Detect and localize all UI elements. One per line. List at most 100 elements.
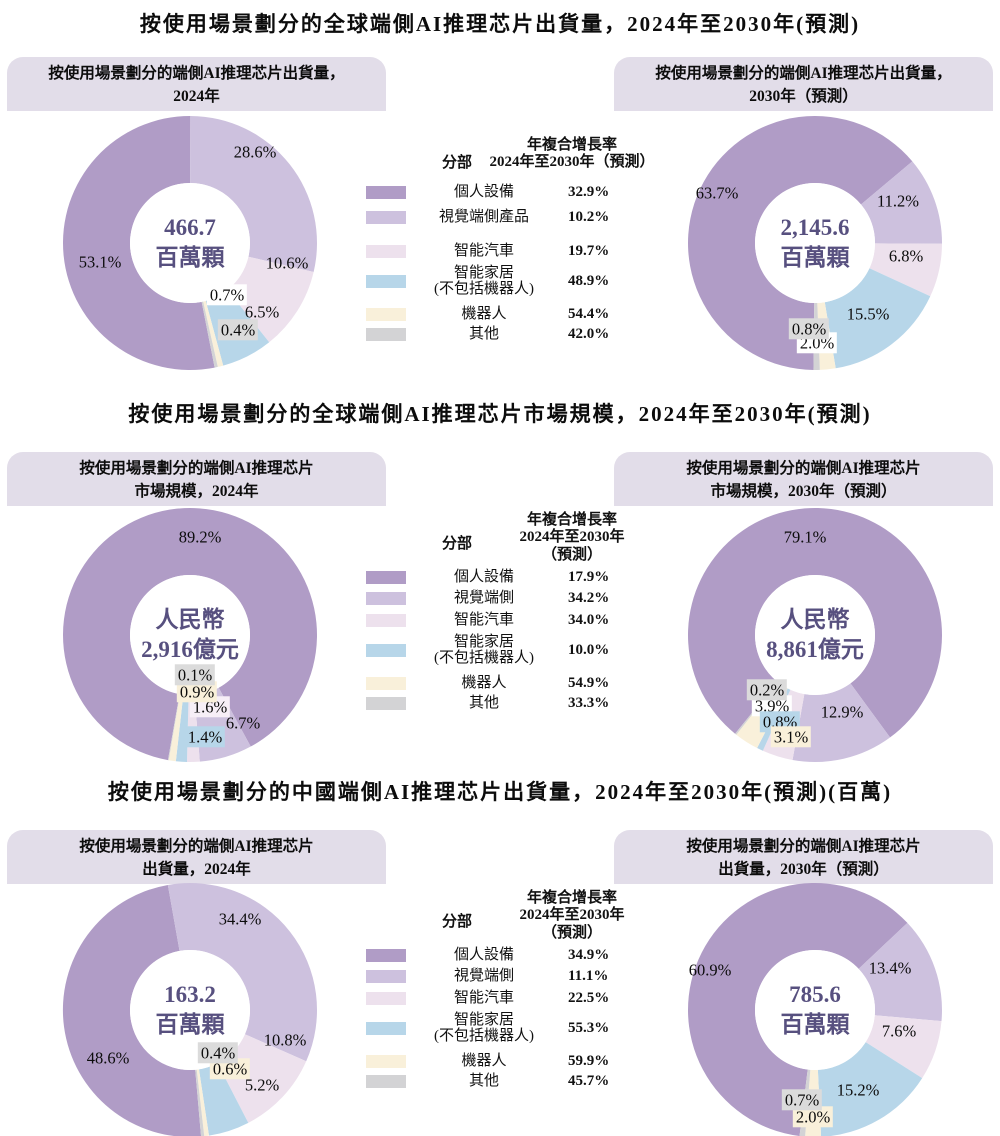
legend-header: 分部 年複合增長率 2024年至2030年 （預測） xyxy=(360,890,650,942)
legend-swatch-icon-smart-vehicles xyxy=(366,613,406,627)
legend-label: 個人設備 xyxy=(453,183,514,200)
legend-swatch-icon-robots xyxy=(366,1054,406,1068)
legend-segment-column-header: 分部 xyxy=(441,155,472,171)
pie-slice-others xyxy=(195,1069,205,1136)
legend-swatch-icon-personal-devices xyxy=(366,570,406,584)
legend-label: 機器人 xyxy=(461,305,507,322)
chart-header-r0-right: 按使用場景劃分的端側AI推理芯片出貨量， 2030年（預測） xyxy=(614,57,993,111)
legend-label: 其他 xyxy=(468,1072,499,1089)
legend-cagr-value: 59.9% xyxy=(568,1052,610,1069)
legend-item-smart-home: 智能家居 (不包括機器人) 10.0% xyxy=(360,633,650,667)
pie-slice-robots xyxy=(196,1069,209,1136)
donut-chart-r1-2024: 89.2% 6.7% 1.6% 1.4% 0.9% 0.1% 人民幣 2,916億元 xyxy=(20,497,360,773)
legend-cagr-value: 33.3% xyxy=(568,694,610,711)
legend-item-personal-devices: 個人設備 32.9% xyxy=(360,183,650,201)
percent-label-others: 0.7% xyxy=(781,1089,823,1111)
donut-chart-r0-2024: 53.1% 28.6% 10.6% 6.5% 0.7% 0.4% 466.7 百萬顆 xyxy=(20,105,360,381)
legend-swatch-icon-robots xyxy=(366,676,406,690)
legend-cagr-column-header: 年複合增長率 2024年至2030年 （預測） xyxy=(519,512,625,563)
pie-slice-robots xyxy=(168,694,184,762)
legend-cagr-value: 10.0% xyxy=(568,641,610,658)
percent-label-others: 0.4% xyxy=(217,319,259,341)
percent-label-vision-edge: 13.4% xyxy=(868,958,912,978)
legend-swatch-icon-robots xyxy=(366,307,406,321)
percent-label-vision-edge: 34.4% xyxy=(218,909,262,929)
legend-cagr-column-header: 年複合增長率 2024年至2030年（預測） xyxy=(489,137,655,171)
pie-slice-vision-edge xyxy=(858,922,942,1022)
legend-swatch-icon-smart-home xyxy=(366,643,406,657)
percent-label-robots: 3.1% xyxy=(770,726,812,748)
legend-label: 機器人 xyxy=(461,674,507,691)
pie-slice-personal-devices xyxy=(62,884,202,1136)
legend-label: 視覺端側產品 xyxy=(438,208,529,225)
legend-cagr-value: 34.2% xyxy=(568,589,610,606)
legend-swatch-icon-others xyxy=(366,1074,406,1088)
legend-label: 智能汽車 xyxy=(453,989,514,1006)
legend-cagr-column-header: 年複合增長率 2024年至2030年 （預測） xyxy=(519,890,625,941)
pie-slice-robots xyxy=(203,300,224,367)
pie-slice-smart-vehicles xyxy=(869,243,942,297)
percent-label-vision-edge: 28.6% xyxy=(233,142,277,162)
legend-swatch-icon-smart-vehicles xyxy=(366,991,406,1005)
pie-slice-personal-devices xyxy=(688,115,913,370)
pie-slice-personal-devices xyxy=(62,115,215,370)
legend-label: 智能家居 (不包括機器人) xyxy=(434,1011,534,1044)
legend-label: 機器人 xyxy=(461,1052,507,1069)
legend-item-robots: 機器人 54.4% xyxy=(360,305,650,323)
pie-slice-vision-edge xyxy=(167,882,318,1062)
pie-slice-vision-edge xyxy=(792,683,891,762)
percent-label-others: 0.4% xyxy=(197,1042,239,1064)
donut-center-value: 785.6 百萬顆 xyxy=(780,982,850,1037)
legend-item-smart-vehicles: 智能汽車 19.7% xyxy=(360,242,650,260)
legend-cagr-value: 34.9% xyxy=(568,946,610,963)
chart-header-r2-left: 按使用場景劃分的端側AI推理芯片 出貨量，2024年 xyxy=(7,830,386,884)
legend-swatch-icon-others xyxy=(366,696,406,710)
legend-label: 智能汽車 xyxy=(453,611,514,628)
pie-slice-others xyxy=(167,694,180,761)
legend-item-smart-vehicles: 智能汽車 34.0% xyxy=(360,611,650,629)
legend-cagr-value: 22.5% xyxy=(568,989,610,1006)
chart-header-r0-left: 按使用場景劃分的端側AI推理芯片出貨量， 2024年 xyxy=(7,57,386,111)
donut-hole xyxy=(130,575,250,695)
legend-swatch-icon-personal-devices xyxy=(366,185,406,199)
percent-label-smart-home: 15.5% xyxy=(846,304,890,324)
legend-item-smart-home: 智能家居 (不包括機器人) 48.9% xyxy=(360,264,650,298)
donut-chart-r0-2030: 63.7% 11.2% 6.8% 15.5% 2.0% 0.8% 2,145.6 百萬顆 xyxy=(645,105,985,381)
legend-swatch-icon-vision-edge xyxy=(366,210,406,224)
percent-label-personal-devices: 48.6% xyxy=(86,1048,130,1068)
legend-item-others: 其他 45.7% xyxy=(360,1072,650,1090)
percent-label-vision-edge: 6.7% xyxy=(225,713,261,733)
donut-chart-r1-2030: 79.1% 12.9% 3.9% 0.8% 3.1% 0.2% 人民幣 8,861億元 xyxy=(645,497,985,773)
legend-cagr-value: 34.0% xyxy=(568,611,610,628)
legend-swatch-icon-personal-devices xyxy=(366,948,406,962)
legend-label: 個人設備 xyxy=(453,946,514,963)
legend-cagr-value: 10.2% xyxy=(568,208,610,225)
percent-label-smart-home: 15.2% xyxy=(836,1080,880,1100)
donut-hole xyxy=(130,950,250,1070)
legend-label: 視覺端側 xyxy=(453,589,514,606)
percent-label-personal-devices: 89.2% xyxy=(178,527,222,547)
percent-label-others: 0.8% xyxy=(788,318,830,340)
legend-cagr-value: 19.7% xyxy=(568,242,610,259)
percent-label-smart-vehicles: 7.6% xyxy=(881,1021,917,1041)
chart-header-r1-left: 按使用場景劃分的端側AI推理芯片 市場規模，2024年 xyxy=(7,452,386,506)
percent-label-vision-edge: 12.9% xyxy=(820,702,864,722)
legend-cagr-value: 55.3% xyxy=(568,1019,610,1036)
legend-header: 分部 年複合增長率 2024年至2030年（預測） xyxy=(360,135,655,177)
legend-cagr-value: 42.0% xyxy=(568,325,610,342)
pie-slice-personal-devices xyxy=(688,882,908,1136)
pie-slice-smart-vehicles xyxy=(227,256,314,343)
legend-r0: 分部 年複合增長率 2024年至2030年（預測） 個人設備 32.9% 視覺端側產品 1… xyxy=(360,135,655,343)
pie-slice-smart-vehicles xyxy=(217,1034,307,1123)
donut-center-value: 466.7 百萬顆 xyxy=(155,215,225,270)
percent-label-smart-home: 5.2% xyxy=(244,1075,280,1095)
donut-chart-r2-2024: 48.6% 34.4% 10.8% 5.2% 0.6% 0.4% 163.2 百萬顆 xyxy=(20,872,360,1136)
percent-label-robots: 0.9% xyxy=(176,681,218,703)
legend-item-vision-edge: 視覺端側產品 10.2% xyxy=(360,208,650,226)
chart-header-r1-right: 按使用場景劃分的端側AI推理芯片 市場規模，2030年（預測） xyxy=(614,452,993,506)
pie-slice-smart-home xyxy=(824,268,931,369)
percent-label-others: 0.1% xyxy=(174,664,216,686)
percent-label-personal-devices: 63.7% xyxy=(695,183,739,203)
percent-label-robots: 2.0% xyxy=(792,1106,834,1128)
donut-center-value: 2,145.6 百萬顆 xyxy=(780,215,850,270)
